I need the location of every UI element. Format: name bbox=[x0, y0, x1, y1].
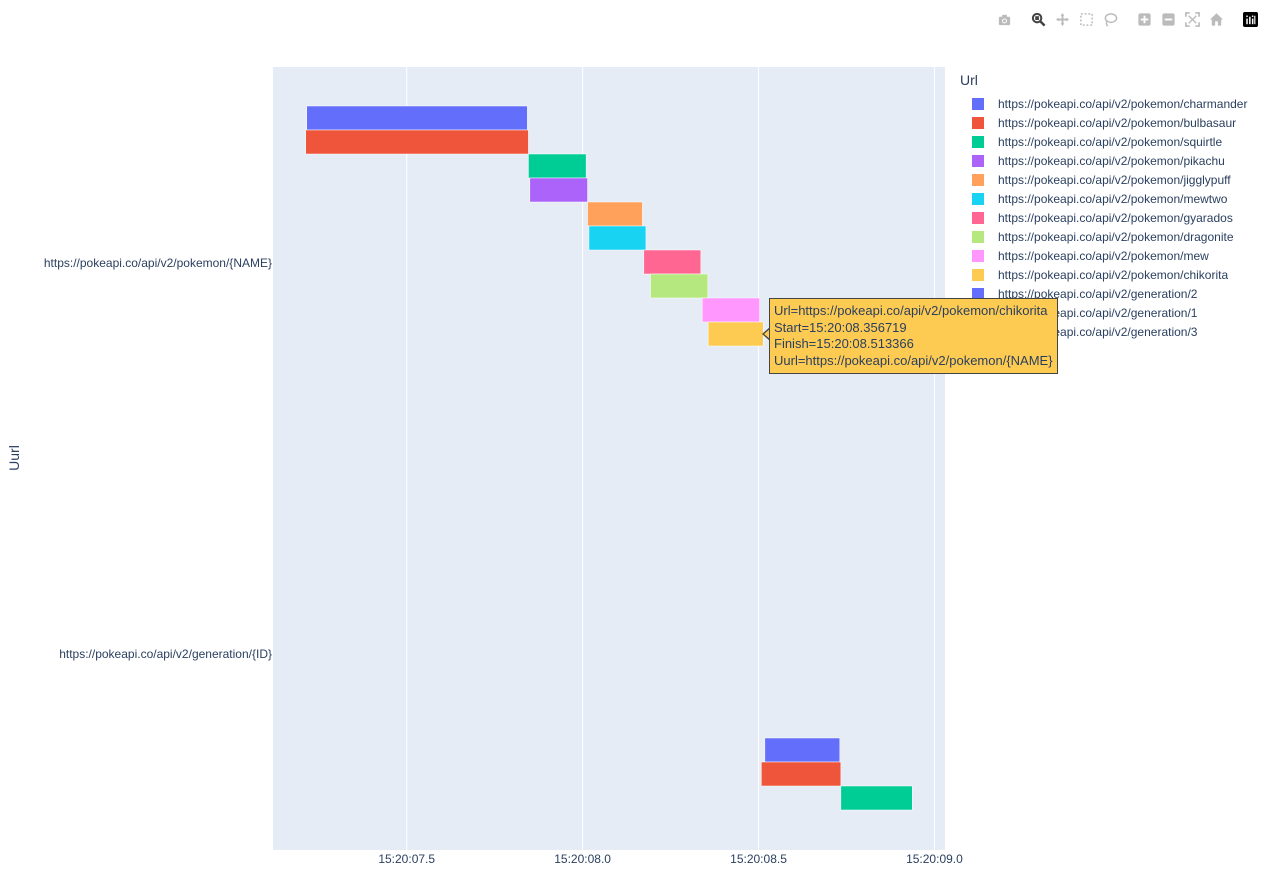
hover-line-start: Start=15:20:08.356719 bbox=[774, 319, 907, 335]
legend-label: https://pokeapi.co/api/v2/pokemon/pikach… bbox=[998, 153, 1225, 168]
timeline-bar[interactable] bbox=[840, 785, 913, 811]
y-tick-label: https://pokeapi.co/api/v2/generation/{ID… bbox=[59, 647, 272, 661]
hover-label: Url=https://pokeapi.co/api/v2/pokemon/ch… bbox=[769, 298, 1058, 374]
legend-swatch bbox=[972, 192, 984, 205]
bars bbox=[305, 105, 913, 811]
timeline-bar[interactable] bbox=[306, 105, 528, 131]
zoom-out-button[interactable] bbox=[1156, 8, 1180, 30]
lasso-select-button[interactable] bbox=[1098, 8, 1122, 30]
legend-label: https://pokeapi.co/api/v2/pokemon/gyarad… bbox=[998, 210, 1233, 225]
legend-swatch bbox=[972, 211, 984, 224]
timeline-bar[interactable] bbox=[528, 153, 587, 179]
timeline-bar[interactable] bbox=[701, 297, 760, 323]
legend-swatch bbox=[972, 230, 984, 243]
modebar-group bbox=[992, 8, 1016, 30]
zoom-in-button[interactable] bbox=[1132, 8, 1156, 30]
legend-item[interactable]: https://pokeapi.co/api/v2/generation/2 bbox=[960, 284, 1247, 303]
legend-label: https://pokeapi.co/api/v2/pokemon/jiggly… bbox=[998, 172, 1231, 187]
legend-title: Url bbox=[960, 72, 978, 88]
legend-swatch bbox=[972, 154, 984, 167]
zoom-icon bbox=[1031, 12, 1045, 26]
timeline-bar[interactable] bbox=[643, 249, 702, 275]
legend-item[interactable]: https://pokeapi.co/api/v2/pokemon/dragon… bbox=[960, 227, 1247, 246]
pan-button[interactable] bbox=[1050, 8, 1074, 30]
timeline-bar[interactable] bbox=[761, 761, 842, 787]
camera-button[interactable] bbox=[992, 8, 1016, 30]
modebar-group bbox=[1238, 8, 1262, 30]
zoom-button[interactable] bbox=[1026, 8, 1050, 30]
x-tick-label: 15:20:09.0 bbox=[906, 852, 963, 866]
timeline-bar[interactable] bbox=[305, 129, 529, 155]
y-axis-ticks: https://pokeapi.co/api/v2/pokemon/{NAME}… bbox=[44, 256, 272, 661]
plotly-logo-icon bbox=[1242, 11, 1258, 27]
hover-line-url: Url=https://pokeapi.co/api/v2/pokemon/ch… bbox=[774, 303, 1048, 318]
legend-swatch bbox=[972, 116, 984, 129]
legend-label: https://pokeapi.co/api/v2/pokemon/mewtwo bbox=[998, 191, 1228, 206]
y-tick-label: https://pokeapi.co/api/v2/pokemon/{NAME} bbox=[44, 256, 272, 270]
modebar-group bbox=[1132, 8, 1228, 30]
gridlines bbox=[406, 67, 935, 850]
pan-icon bbox=[1055, 12, 1069, 26]
legend-label: https://pokeapi.co/api/v2/pokemon/squirt… bbox=[998, 134, 1223, 149]
timeline-bar[interactable] bbox=[764, 737, 841, 763]
zoom-in-icon bbox=[1137, 12, 1151, 26]
zoom-out-icon bbox=[1161, 12, 1175, 26]
timeline-bar[interactable] bbox=[587, 201, 643, 227]
modebar bbox=[982, 8, 1262, 30]
reset-axes-button[interactable] bbox=[1204, 8, 1228, 30]
timeline-bar[interactable] bbox=[707, 321, 764, 347]
legend-swatch bbox=[972, 268, 984, 281]
plot-area[interactable] bbox=[273, 67, 945, 850]
x-axis-ticks: 15:20:07.5 15:20:08.0 15:20:08.5 15:20:09.0 bbox=[378, 852, 963, 866]
modebar-group bbox=[1026, 8, 1122, 30]
legend-label: https://pokeapi.co/api/v2/pokemon/dragon… bbox=[998, 229, 1234, 244]
x-tick-label: 15:20:08.0 bbox=[554, 852, 611, 866]
hover-line-uurl: Uurl=https://pokeapi.co/api/v2/pokemon/{… bbox=[774, 352, 1053, 368]
legend-label: https://pokeapi.co/api/v2/pokemon/chikor… bbox=[998, 267, 1229, 282]
legend-swatch bbox=[972, 249, 984, 262]
hover-label-arrow-fill bbox=[764, 328, 771, 340]
legend-label: https://pokeapi.co/api/v2/pokemon/bulbas… bbox=[998, 115, 1237, 130]
autoscale-icon bbox=[1184, 11, 1200, 27]
legend-item[interactable]: https://pokeapi.co/api/v2/pokemon/chikor… bbox=[960, 265, 1247, 284]
legend-item[interactable]: https://pokeapi.co/api/v2/pokemon/squirt… bbox=[960, 132, 1247, 151]
hover-line-finish: Finish=15:20:08.513366 bbox=[774, 336, 914, 351]
legend-swatch bbox=[972, 173, 984, 186]
reset-axes-icon bbox=[1209, 12, 1223, 26]
legend-swatch bbox=[972, 135, 984, 148]
x-tick-label: 15:20:08.5 bbox=[730, 852, 787, 866]
legend-label: https://pokeapi.co/api/v2/generation/2 bbox=[998, 286, 1198, 301]
legend-item[interactable]: https://pokeapi.co/api/v2/pokemon/mew bbox=[960, 246, 1247, 265]
legend-label: https://pokeapi.co/api/v2/pokemon/mew bbox=[998, 248, 1209, 263]
box-select-icon bbox=[1079, 12, 1093, 26]
legend-item[interactable]: https://pokeapi.co/api/v2/pokemon/mewtwo bbox=[960, 189, 1247, 208]
legend-label: https://pokeapi.co/api/v2/pokemon/charma… bbox=[998, 96, 1248, 111]
legend-swatch bbox=[972, 97, 984, 110]
legend-item[interactable]: https://pokeapi.co/api/v2/pokemon/pikach… bbox=[960, 151, 1247, 170]
legend-item[interactable]: https://pokeapi.co/api/v2/pokemon/jiggly… bbox=[960, 170, 1247, 189]
timeline-bar[interactable] bbox=[650, 273, 709, 299]
y-axis-title: Uurl bbox=[6, 445, 22, 471]
autoscale-button[interactable] bbox=[1180, 8, 1204, 30]
x-tick-label: 15:20:07.5 bbox=[378, 852, 435, 866]
plotly-logo-button[interactable] bbox=[1238, 8, 1262, 30]
legend-item[interactable]: https://pokeapi.co/api/v2/pokemon/charma… bbox=[960, 94, 1247, 113]
timeline-bar[interactable] bbox=[588, 225, 647, 251]
lasso-select-icon bbox=[1104, 12, 1117, 27]
camera-icon bbox=[998, 14, 1010, 25]
legend-swatch bbox=[972, 287, 984, 300]
box-select-button[interactable] bbox=[1074, 8, 1098, 30]
legend-item[interactable]: https://pokeapi.co/api/v2/pokemon/bulbas… bbox=[960, 113, 1247, 132]
legend-item[interactable]: https://pokeapi.co/api/v2/pokemon/gyarad… bbox=[960, 208, 1247, 227]
timeline-bar[interactable] bbox=[529, 177, 588, 203]
